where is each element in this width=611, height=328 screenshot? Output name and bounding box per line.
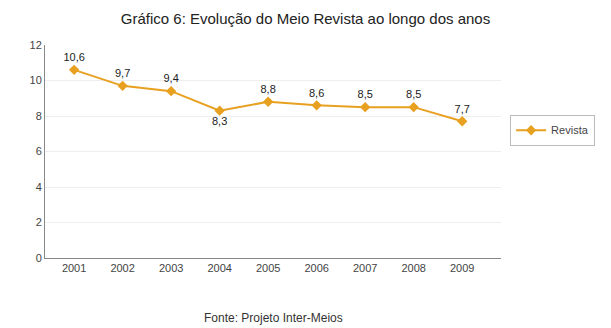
svg-text:9,4: 9,4	[163, 72, 178, 84]
svg-text:Fonte: Projeto Inter-Meios: Fonte: Projeto Inter-Meios	[204, 311, 343, 325]
svg-text:8,8: 8,8	[261, 83, 276, 95]
svg-text:8: 8	[36, 110, 42, 122]
svg-text:10,6: 10,6	[63, 51, 84, 63]
svg-text:2008: 2008	[401, 262, 425, 274]
svg-text:2005: 2005	[256, 262, 280, 274]
svg-text:0: 0	[36, 252, 42, 264]
svg-text:Gráfico 6: Evolução do Meio Re: Gráfico 6: Evolução do Meio Revista ao l…	[121, 10, 490, 27]
svg-text:2006: 2006	[304, 262, 328, 274]
svg-text:8,5: 8,5	[358, 88, 373, 100]
svg-text:10: 10	[30, 74, 42, 86]
svg-text:12: 12	[30, 39, 42, 51]
svg-text:2009: 2009	[450, 262, 474, 274]
svg-text:9,7: 9,7	[115, 67, 130, 79]
svg-text:2002: 2002	[110, 262, 134, 274]
svg-text:8,6: 8,6	[309, 87, 324, 99]
svg-text:Revista: Revista	[551, 124, 589, 136]
svg-text:8,5: 8,5	[406, 88, 421, 100]
svg-text:2003: 2003	[159, 262, 183, 274]
svg-text:2001: 2001	[62, 262, 86, 274]
svg-text:7,7: 7,7	[455, 103, 470, 115]
svg-text:2007: 2007	[353, 262, 377, 274]
svg-text:2004: 2004	[207, 262, 231, 274]
svg-text:6: 6	[36, 145, 42, 157]
svg-text:2: 2	[36, 216, 42, 228]
svg-text:8,3: 8,3	[212, 115, 227, 127]
svg-text:4: 4	[36, 181, 42, 193]
